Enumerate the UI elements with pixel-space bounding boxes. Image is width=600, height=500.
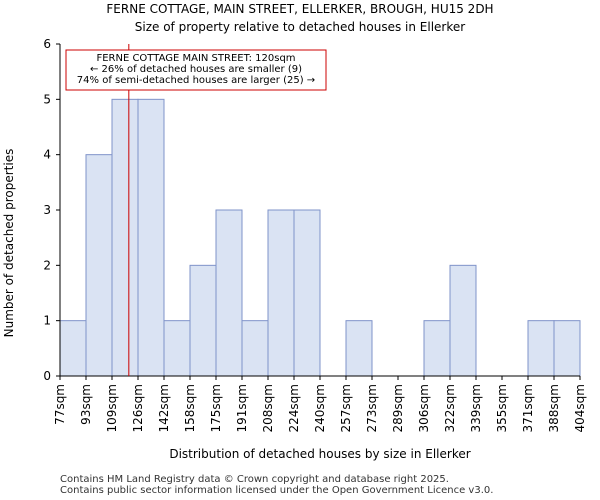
chart-subtitle: Size of property relative to detached ho… — [134, 20, 466, 34]
x-tick-label: 404sqm — [573, 384, 587, 432]
x-tick-label: 142sqm — [157, 384, 171, 432]
y-tick-label: 1 — [43, 314, 51, 328]
histogram-bar — [553, 320, 581, 377]
x-axis-label: Distribution of detached houses by size … — [169, 447, 470, 461]
histogram-bar — [85, 154, 113, 377]
annotation-line: 74% of semi-detached houses are larger (… — [77, 75, 315, 86]
x-tick-label: 224sqm — [287, 384, 301, 432]
x-tick-label: 208sqm — [261, 384, 275, 432]
y-tick-label: 3 — [43, 203, 51, 217]
histogram-bar — [241, 320, 269, 377]
footer-line-1: Contains HM Land Registry data © Crown c… — [60, 474, 449, 485]
annotation-line: ← 26% of detached houses are smaller (9) — [90, 64, 302, 75]
x-tick-label: 77sqm — [53, 384, 67, 425]
annotation-box — [65, 49, 327, 91]
chart-title: FERNE COTTAGE, MAIN STREET, ELLERKER, BR… — [106, 2, 494, 16]
y-axis-label: Number of detached properties — [2, 149, 16, 338]
x-tick-label: 322sqm — [443, 384, 457, 432]
histogram-bar — [111, 98, 139, 377]
histogram-bar — [163, 320, 191, 377]
histogram-bar — [137, 98, 165, 377]
histogram-bar — [267, 209, 295, 377]
histogram-bar — [189, 264, 217, 377]
annotation-line: FERNE COTTAGE MAIN STREET: 120sqm — [96, 53, 295, 64]
y-tick-label: 0 — [43, 369, 51, 383]
x-tick-label: 175sqm — [209, 384, 223, 432]
x-tick-label: 339sqm — [469, 384, 483, 432]
x-tick-label: 158sqm — [183, 384, 197, 432]
histogram-bar — [449, 264, 477, 377]
histogram-bar — [215, 209, 243, 377]
x-tick-label: 126sqm — [131, 384, 145, 432]
histogram-bar — [345, 320, 373, 377]
y-tick-label: 6 — [43, 37, 51, 51]
y-tick-label: 2 — [43, 258, 51, 272]
x-tick-label: 93sqm — [79, 384, 93, 425]
histogram-bar — [293, 209, 321, 377]
x-tick-label: 289sqm — [391, 384, 405, 432]
footer-line-2: Contains public sector information licen… — [60, 485, 494, 496]
histogram-bar — [527, 320, 555, 377]
x-tick-label: 273sqm — [365, 384, 379, 432]
histogram-bar — [423, 320, 451, 377]
x-tick-label: 388sqm — [547, 384, 561, 432]
x-tick-label: 240sqm — [313, 384, 327, 432]
x-tick-label: 306sqm — [417, 384, 431, 432]
x-tick-label: 371sqm — [521, 384, 535, 432]
x-tick-label: 355sqm — [495, 384, 509, 432]
histogram-bar — [59, 320, 87, 377]
x-tick-label: 109sqm — [105, 384, 119, 432]
y-tick-label: 5 — [43, 92, 51, 106]
x-tick-label: 191sqm — [235, 384, 249, 432]
x-tick-label: 257sqm — [339, 384, 353, 432]
y-tick-label: 4 — [43, 148, 51, 162]
